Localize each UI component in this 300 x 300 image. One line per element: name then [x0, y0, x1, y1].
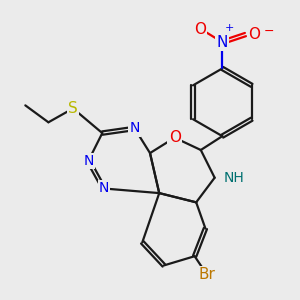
- Text: N: N: [83, 154, 94, 168]
- Text: O: O: [248, 27, 260, 42]
- Text: +: +: [224, 23, 234, 33]
- Text: N: N: [217, 35, 228, 50]
- Text: O: O: [194, 22, 206, 38]
- Text: NH: NH: [224, 171, 244, 185]
- Text: Br: Br: [199, 267, 215, 282]
- Text: O: O: [169, 130, 181, 145]
- Text: N: N: [129, 122, 140, 136]
- Text: −: −: [263, 25, 274, 38]
- Text: N: N: [99, 182, 109, 196]
- Text: S: S: [68, 101, 78, 116]
